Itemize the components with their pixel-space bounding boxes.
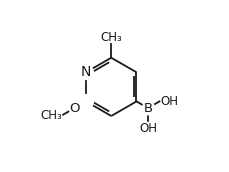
Text: CH₃: CH₃ [100, 31, 122, 44]
Text: OH: OH [159, 95, 177, 108]
Text: CH₃: CH₃ [41, 109, 62, 121]
Text: B: B [143, 101, 152, 115]
Text: O: O [69, 101, 79, 115]
Text: N: N [80, 65, 91, 79]
Text: OH: OH [138, 122, 156, 135]
